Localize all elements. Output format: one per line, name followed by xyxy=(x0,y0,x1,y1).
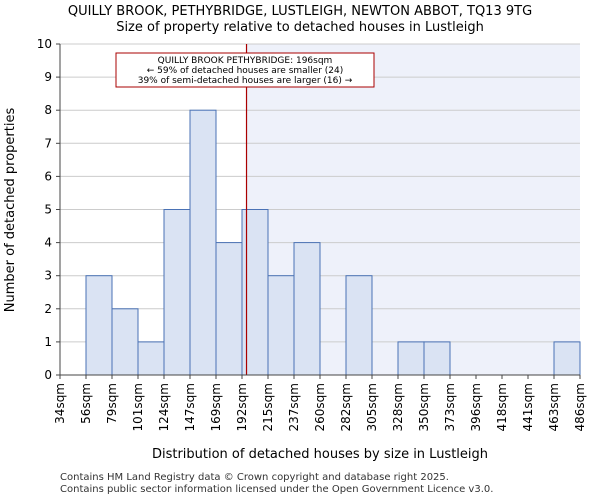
x-tick-label: 282sqm xyxy=(339,383,353,431)
histogram-bar xyxy=(163,209,191,376)
x-tick-label: 486sqm xyxy=(573,383,587,431)
footer-copyright: Contains HM Land Registry data © Crown c… xyxy=(60,472,449,483)
histogram-bar xyxy=(215,242,243,376)
histogram-bar xyxy=(189,109,217,376)
histogram-bar xyxy=(553,341,581,376)
histogram-bar xyxy=(397,341,425,376)
histogram-bar xyxy=(85,275,113,376)
x-tick-label: 373sqm xyxy=(443,383,457,431)
histogram-bar xyxy=(111,308,139,376)
y-tick-label: 2 xyxy=(44,302,52,316)
x-tick-label: 463sqm xyxy=(547,383,561,431)
x-tick-label: 215sqm xyxy=(261,383,275,431)
histogram-bar xyxy=(241,209,269,376)
histogram-bar xyxy=(267,275,295,376)
x-tick-label: 441sqm xyxy=(521,383,535,431)
y-tick-label: 5 xyxy=(44,203,52,217)
histogram-bar xyxy=(293,242,321,376)
footer-licence: Contains public sector information licen… xyxy=(60,484,494,495)
histogram-bar xyxy=(423,341,451,376)
x-tick-label: 34sqm xyxy=(53,383,67,424)
annotation-line: 39% of semi-detached houses are larger (… xyxy=(138,76,353,86)
x-tick-label: 56sqm xyxy=(79,383,93,424)
x-tick-label: 147sqm xyxy=(183,383,197,431)
y-tick-label: 4 xyxy=(44,236,52,250)
x-tick-label: 192sqm xyxy=(235,383,249,431)
x-tick-label: 237sqm xyxy=(287,383,301,431)
x-tick-label: 101sqm xyxy=(131,383,145,431)
annotation-box xyxy=(115,52,375,88)
y-tick-label: 7 xyxy=(44,136,52,150)
chart-title: QUILLY BROOK, PETHYBRIDGE, LUSTLEIGH, NE… xyxy=(67,4,533,19)
y-tick-label: 6 xyxy=(44,169,52,183)
x-tick-label: 260sqm xyxy=(313,383,327,431)
histogram-bar xyxy=(137,341,165,376)
x-tick-label: 169sqm xyxy=(209,383,223,431)
y-tick-label: 1 xyxy=(44,335,52,349)
x-tick-label: 79sqm xyxy=(105,383,119,424)
y-tick-label: 10 xyxy=(37,37,52,51)
y-tick-label: 8 xyxy=(44,103,52,117)
y-axis-label: Number of detached properties xyxy=(3,108,18,313)
x-tick-label: 305sqm xyxy=(365,383,379,431)
y-tick-label: 3 xyxy=(44,269,52,283)
x-axis-label: Distribution of detached houses by size … xyxy=(152,447,488,462)
histogram-bar xyxy=(345,275,373,376)
x-tick-label: 328sqm xyxy=(391,383,405,431)
y-tick-label: 0 xyxy=(44,368,52,382)
x-tick-label: 418sqm xyxy=(495,383,509,431)
x-tick-label: 124sqm xyxy=(157,383,171,431)
annotation-line: QUILLY BROOK PETHYBRIDGE: 196sqm xyxy=(158,56,333,66)
x-tick-label: 396sqm xyxy=(469,383,483,431)
y-tick-label: 9 xyxy=(44,70,52,84)
x-tick-label: 350sqm xyxy=(417,383,431,431)
chart-subtitle: Size of property relative to detached ho… xyxy=(116,20,484,35)
annotation-line: ← 59% of detached houses are smaller (24… xyxy=(147,66,344,76)
